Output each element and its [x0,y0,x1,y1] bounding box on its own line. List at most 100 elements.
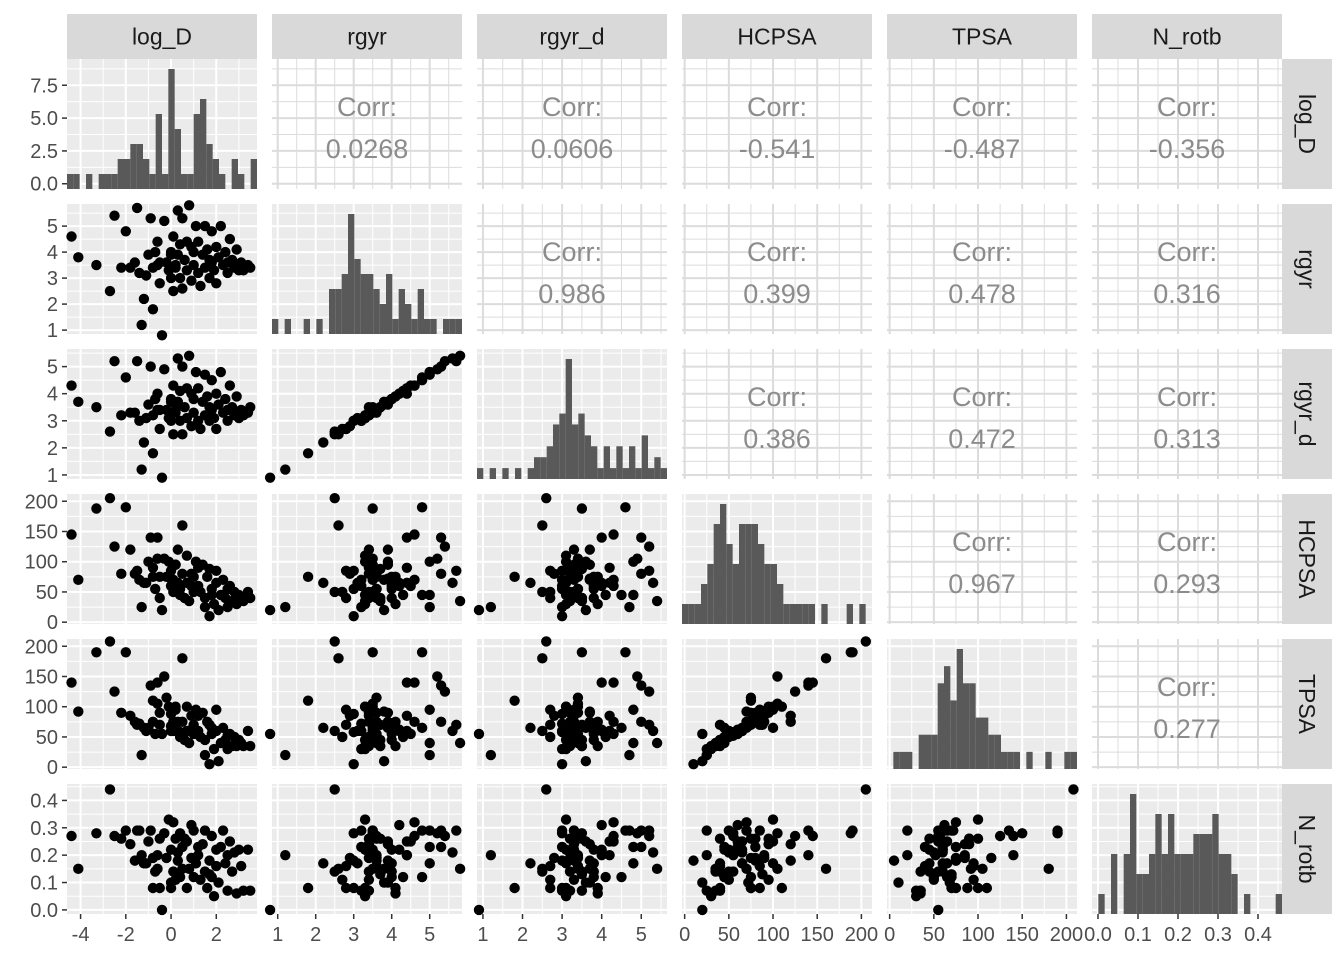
scatter-point [596,724,607,735]
histogram-bar [802,604,809,624]
scatter-point [152,259,163,271]
scatter-point [147,448,159,459]
panel-log_D-rgyr [272,59,462,189]
scatter-point [156,904,168,916]
scatter-point [697,877,708,888]
strip-top-N_rotb [1092,14,1282,59]
scatter-point [568,544,580,555]
scatter-point [820,863,832,875]
scatter-point [154,882,165,894]
scatter-point [165,272,177,284]
scatter-point [213,604,224,616]
scatter-point [363,885,375,896]
scatter-point [596,677,607,688]
scatter-point [195,874,206,885]
scatter-point [224,380,236,391]
scatter-point [624,825,635,836]
scatter-point [177,716,188,728]
scatter-point [537,586,548,598]
histogram-bar [796,604,803,624]
scatter-point [576,592,588,604]
histogram-bar [648,468,655,479]
scatter-point [206,226,217,237]
scatter-point [91,402,102,413]
histogram-bar [124,159,131,189]
histogram-bar [846,604,853,624]
histogram-bar [701,584,708,624]
strip-right-label-HCPSA: HCPSA [1294,519,1320,599]
scatter-point [451,565,462,576]
scatter-point [556,601,568,613]
scatter-point [190,220,202,232]
histogram-bar [937,683,944,769]
scatter-point [208,743,220,755]
scatter-point [584,839,596,850]
scatter-point [206,589,217,601]
scatter-point [968,874,979,885]
histogram-bar [174,129,181,189]
x-tick-label-rgyr_d: 1 [477,924,488,946]
scatter-point [367,863,378,875]
histogram-bar [783,604,790,624]
histogram-bar [449,319,456,334]
scatter-point [154,423,165,435]
scatter-point [172,205,184,216]
scatter-point [592,716,603,728]
scatter-point [213,755,224,767]
histogram-bar [1013,751,1020,769]
scatter-point [165,573,177,584]
x-tick-label-log_D: -2 [117,924,135,946]
scatter-point [104,636,116,647]
scatter-point [224,836,236,847]
y-tick-label-N_rotb: 0.4 [30,790,58,812]
scatter-point [636,568,647,580]
histogram-bar [181,174,188,189]
histogram-bar [272,319,279,334]
scatter-point [165,720,177,732]
strip-right-label-rgyr: rgyr [1294,249,1320,289]
scatter-point [628,841,639,853]
corr-label: Corr: [542,237,602,267]
scatter-point [1003,825,1015,836]
scatter-point [197,707,208,718]
scatter-point [73,396,84,408]
scatter-point [73,574,84,586]
histogram-bar [821,604,828,624]
scatter-point [145,213,156,224]
scatter-point [211,278,222,289]
scatter-point [340,704,352,715]
scatter-point [340,565,352,576]
histogram-bar [1136,874,1143,914]
histogram-bar [430,319,437,334]
scatter-point [211,704,222,715]
histogram-bar [187,174,194,189]
scatter-point [632,671,643,682]
histogram-bar [956,649,963,769]
histogram-bar [893,751,900,769]
scatter-point [382,877,394,888]
scatter-point [902,825,913,836]
histogram-bar [405,304,412,334]
scatter-point [204,254,215,266]
scatter-point [435,680,447,691]
corr-label: Corr: [952,527,1012,557]
scatter-point [416,722,428,734]
y-tick-label-TPSA: 200 [25,636,58,658]
scatter-point [211,860,222,872]
scatter-point [202,391,213,402]
x-tick-label-rgyr: 3 [348,924,359,946]
histogram-bar [1244,894,1251,914]
scatter-point [624,749,635,761]
scatter-point [91,503,102,514]
x-tick-label-TPSA: 200 [1050,924,1083,946]
histogram-bar [906,751,913,769]
scatter-point [741,825,752,836]
scatter-point [424,737,435,749]
scatter-point [348,855,359,866]
scatter-point [245,740,256,752]
scatter-point [152,698,163,709]
strip-right-label-rgyr_d: rgyr_d [1294,381,1320,446]
corr-value: 0.277 [1153,714,1221,744]
corr-value: 0.313 [1153,424,1221,454]
scatter-point [371,404,382,416]
